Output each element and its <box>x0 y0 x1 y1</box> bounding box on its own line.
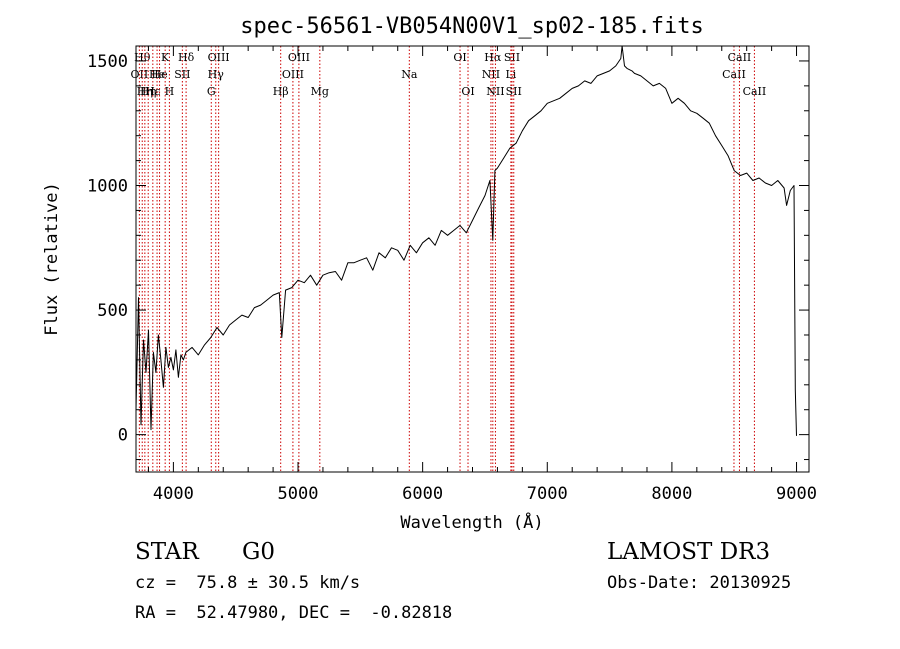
line-marker-label: Hε <box>145 85 161 98</box>
line-marker-label: SII <box>506 85 522 98</box>
line-marker-label: Hβ <box>273 85 289 98</box>
x-tick-label: 8000 <box>651 484 692 504</box>
line-marker-label: OIII <box>288 51 310 64</box>
line-marker-label: OIII <box>282 68 304 81</box>
line-marker-label: Mg <box>311 85 329 98</box>
axes: 4000 5000 6000 7000 8000 9000 0 500 1000 1500 <box>87 46 817 504</box>
y-tick-label: 0 <box>118 426 128 446</box>
x-tick-label: 5000 <box>278 484 319 504</box>
line-marker-label: H <box>165 85 175 98</box>
line-marker-label: CaII <box>728 51 752 64</box>
line-marker-label: K <box>161 51 170 64</box>
line-marker-label: G <box>207 85 216 98</box>
line-marker-label: CaII <box>722 68 746 81</box>
line-marker-label: Hδ <box>178 51 195 64</box>
object-class: STAR <box>135 539 199 565</box>
y-axis-label: Flux (relative) <box>42 182 62 336</box>
line-marker-label: He <box>149 68 165 81</box>
chart-title: spec-56561-VB054N00V1_sp02-185.fits <box>240 14 704 39</box>
x-tick-label: 4000 <box>153 484 194 504</box>
x-tick-label: 9000 <box>776 484 817 504</box>
line-marker-label: SII <box>504 51 520 64</box>
y-tick-label: 500 <box>97 301 128 321</box>
line-marker-label: Hη <box>140 85 156 98</box>
spectrum-series <box>135 45 797 436</box>
line-marker-label: Na <box>401 68 418 81</box>
line-marker-label: Hη <box>137 85 153 98</box>
line-marker-label: Hα <box>484 51 502 64</box>
line-marker-label: NII <box>486 85 504 98</box>
redshift-text: cz = 75.8 ± 30.5 km/s <box>135 573 361 593</box>
plot-frame <box>135 45 810 473</box>
line-marker-label: OII <box>131 68 149 81</box>
line-marker-label: Li <box>505 68 516 81</box>
coordinates-text: RA = 52.47980, DEC = -0.82818 <box>135 603 453 623</box>
line-marker-label: OI <box>461 85 474 98</box>
obs-date: Obs-Date: 20130925 <box>607 573 792 593</box>
survey-name: LAMOST DR3 <box>607 539 771 565</box>
line-marker-label: SII <box>174 68 190 81</box>
line-marker-label: OI <box>453 51 466 64</box>
object-subclass: G0 <box>242 539 276 565</box>
x-tick-label: 6000 <box>402 484 443 504</box>
line-marker-label: CaII <box>743 85 767 98</box>
y-tick-label: 1500 <box>87 52 128 72</box>
line-marker-label: He <box>152 68 168 81</box>
y-tick-label: 1000 <box>87 177 128 197</box>
spectral-line-markers: OIIHθHηHηHεHeHeKHSIIHδGHγOIIIHβOIIIOIIIM… <box>131 46 767 472</box>
line-marker-label: OIII <box>208 51 230 64</box>
line-marker-label: Hγ <box>208 68 225 81</box>
x-tick-label: 7000 <box>527 484 568 504</box>
x-axis-label: Wavelength (Å) <box>400 511 543 533</box>
spectrum-line <box>135 45 797 436</box>
line-marker-label: NII <box>482 68 500 81</box>
